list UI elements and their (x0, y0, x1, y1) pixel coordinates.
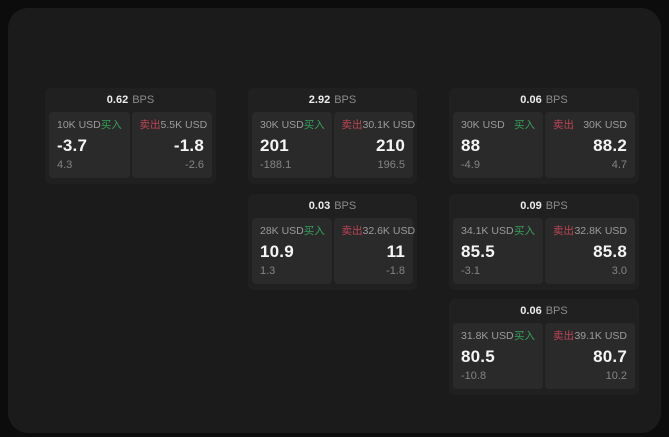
buy-amount: 30K USD (260, 119, 304, 131)
sell-change: 196.5 (377, 159, 405, 171)
bps-value: 0.06 (520, 93, 542, 106)
buy-side-label: 买入 (514, 225, 535, 237)
sell-tile[interactable]: 卖出 32.8K USD 85.8 3.0 (545, 218, 635, 284)
bps-unit-label: BPS (545, 199, 568, 212)
bps-value: 2.92 (308, 93, 331, 106)
bps-unit-label: BPS (132, 93, 155, 106)
bps-unit-label: BPS (334, 199, 357, 212)
sell-amount: 30K USD (583, 119, 627, 131)
sell-price: 88.2 (593, 135, 627, 155)
sell-tile[interactable]: 卖出 32.6K USD 11 -1.8 (333, 218, 416, 284)
buy-change: -3.1 (461, 265, 480, 277)
sell-amount: 32.8K USD (574, 225, 627, 237)
sell-price: 85.8 (593, 241, 627, 261)
sell-amount: 5.5K USD (160, 119, 208, 131)
quote-card: 0.09 BPS 34.1K USD 买入 85.5 -3.1 卖出 32.8K… (449, 194, 639, 290)
card-header: 0.62 BPS (45, 88, 216, 112)
buy-side-label: 买入 (100, 119, 122, 131)
buy-amount: 31.8K USD (461, 330, 514, 342)
quote-card: 2.92 BPS 30K USD 买入 201 -188.1 卖出 30.1K … (248, 88, 417, 184)
sell-tile[interactable]: 卖出 30K USD 88.2 4.7 (545, 112, 635, 178)
bps-unit-label: BPS (545, 304, 568, 317)
buy-amount: 28K USD (260, 225, 304, 237)
quote-card: 0.62 BPS 10K USD 买入 -3.7 4.3 卖出 5.5K USD… (45, 88, 216, 184)
sell-side-label: 卖出 (341, 119, 363, 131)
sell-side-label: 卖出 (341, 225, 363, 237)
buy-side-label: 买入 (514, 330, 535, 342)
sell-amount: 32.6K USD (362, 225, 416, 237)
sell-amount: 30.1K USD (362, 119, 416, 131)
buy-price: 201 (260, 135, 289, 155)
buy-amount: 30K USD (461, 119, 505, 131)
sell-side-label: 卖出 (553, 330, 574, 342)
sell-change: -2.6 (185, 159, 204, 171)
app-panel: 0.62 BPS 10K USD 买入 -3.7 4.3 卖出 5.5K USD… (8, 8, 661, 433)
buy-price: -3.7 (57, 135, 88, 155)
buy-tile[interactable]: 34.1K USD 买入 85.5 -3.1 (453, 218, 543, 284)
bps-value: 0.03 (308, 199, 331, 212)
sell-change: 10.2 (605, 370, 627, 382)
sell-tile[interactable]: 卖出 5.5K USD -1.8 -2.6 (131, 112, 212, 178)
bps-value: 0.62 (106, 93, 129, 106)
sell-tile[interactable]: 卖出 30.1K USD 210 196.5 (333, 112, 416, 178)
card-header: 0.09 BPS (449, 194, 639, 218)
quote-card: 0.03 BPS 28K USD 买入 10.9 1.3 卖出 32.6K US… (248, 194, 417, 290)
sell-change: 4.7 (611, 159, 627, 171)
sell-amount: 39.1K USD (574, 330, 627, 342)
buy-tile[interactable]: 28K USD 买入 10.9 1.3 (252, 218, 332, 284)
buy-tile[interactable]: 10K USD 买入 -3.7 4.3 (49, 112, 130, 178)
buy-amount: 34.1K USD (461, 225, 514, 237)
buy-amount: 10K USD (57, 119, 101, 131)
bps-value: 0.09 (520, 199, 542, 212)
buy-change: 1.3 (260, 265, 276, 277)
buy-side-label: 买入 (303, 119, 325, 131)
sell-side-label: 卖出 (553, 225, 574, 237)
buy-change: -188.1 (260, 159, 292, 171)
sell-tile[interactable]: 卖出 39.1K USD 80.7 10.2 (545, 323, 635, 389)
buy-tile[interactable]: 30K USD 买入 88 -4.9 (453, 112, 543, 178)
buy-price: 88 (461, 135, 481, 155)
bps-unit-label: BPS (334, 93, 357, 106)
quote-card: 0.06 BPS 31.8K USD 买入 80.5 -10.8 卖出 39.1… (449, 299, 639, 395)
bps-value: 0.06 (520, 304, 542, 317)
buy-change: 4.3 (57, 159, 73, 171)
sell-change: 3.0 (611, 265, 627, 277)
buy-price: 10.9 (260, 241, 294, 261)
buy-tile[interactable]: 30K USD 买入 201 -188.1 (252, 112, 332, 178)
buy-price: 80.5 (461, 346, 495, 366)
buy-change: -10.8 (461, 370, 487, 382)
buy-price: 85.5 (461, 241, 495, 261)
card-header: 0.06 BPS (449, 299, 639, 323)
card-header: 0.03 BPS (248, 194, 417, 218)
sell-side-label: 卖出 (139, 119, 161, 131)
card-header: 2.92 BPS (248, 88, 417, 112)
sell-change: -1.8 (386, 265, 405, 277)
sell-price: 11 (386, 241, 405, 261)
buy-tile[interactable]: 31.8K USD 买入 80.5 -10.8 (453, 323, 543, 389)
bps-unit-label: BPS (545, 93, 568, 106)
buy-side-label: 买入 (303, 225, 325, 237)
sell-price: 80.7 (593, 346, 627, 366)
buy-side-label: 买入 (514, 119, 535, 131)
card-header: 0.06 BPS (449, 88, 639, 112)
sell-side-label: 卖出 (553, 119, 574, 131)
buy-change: -4.9 (461, 159, 480, 171)
quote-card: 0.06 BPS 30K USD 买入 88 -4.9 卖出 30K USD 8… (449, 88, 639, 184)
sell-price: 210 (376, 135, 405, 155)
sell-price: -1.8 (173, 135, 204, 155)
